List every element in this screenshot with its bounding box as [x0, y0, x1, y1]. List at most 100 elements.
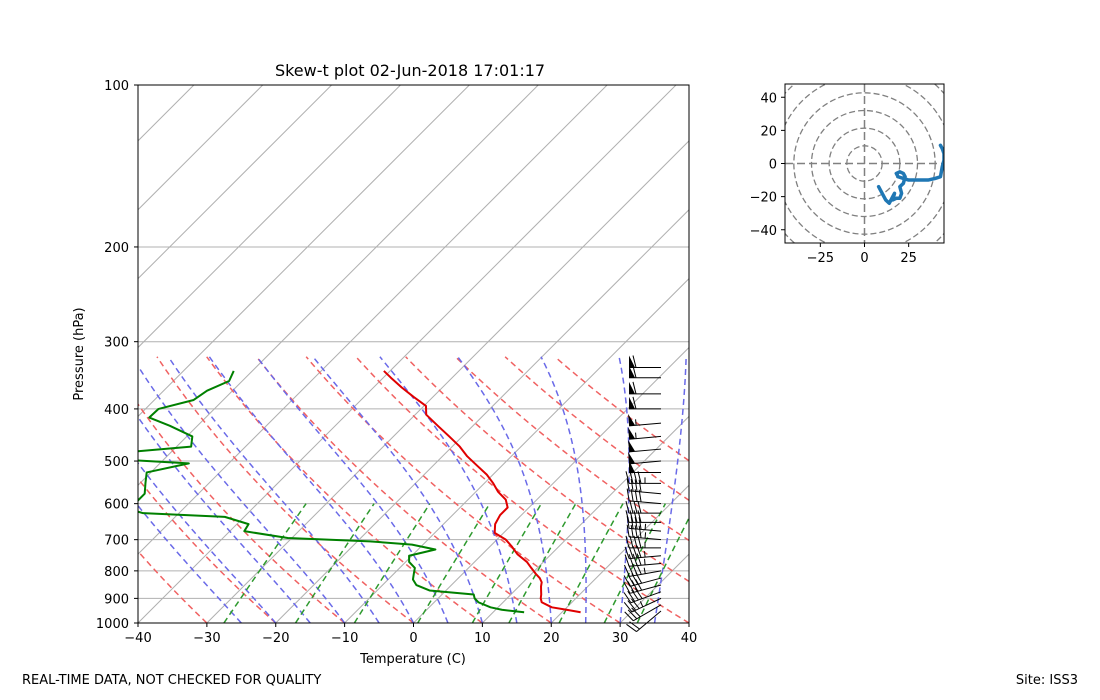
dry-adiabat	[504, 356, 689, 502]
moist-adiabat	[208, 356, 415, 623]
hodograph-wind-line	[876, 143, 944, 205]
wind-barb	[625, 501, 661, 514]
wind-barb	[625, 535, 661, 549]
hodograph-y-ticks: 40 20 0 −20 −40	[750, 91, 785, 239]
dry-adiabat	[138, 477, 277, 623]
moist-adiabats	[138, 356, 687, 623]
moist-adiabat	[312, 356, 484, 623]
wind-barb	[625, 471, 661, 484]
hodograph-x-tick-label: −25	[807, 251, 834, 266]
hodograph-panel: −25 0 25 40 20 0 −20 −40	[750, 83, 945, 266]
dry-adiabat	[206, 356, 483, 623]
x-tick-label: 40	[681, 631, 698, 646]
isotherm-line	[344, 277, 689, 623]
dry-adiabat	[305, 356, 621, 623]
hodograph-y-tick-label: 0	[769, 158, 777, 173]
wind-barb	[625, 510, 661, 523]
mixing-ratio-line	[471, 503, 542, 623]
y-tick-label: 400	[104, 403, 129, 418]
wind-barb	[623, 597, 662, 613]
skewt-panel: −40 −30 −20 −10 0 10 20 30 40 100 200 300 400 500 600…	[0, 61, 697, 667]
x-tick-label: 20	[543, 631, 560, 646]
chart-title: Skew-t plot 02-Jun-2018 17:01:17	[275, 61, 545, 80]
temperature-series	[383, 370, 581, 614]
y-tick-label: 300	[104, 336, 129, 351]
isotherm-line	[138, 85, 539, 486]
x-tick-label: −30	[193, 631, 220, 646]
isotherm-line	[138, 85, 677, 623]
hodograph-crosshair	[785, 84, 944, 243]
isotherm-line	[138, 85, 470, 418]
wind-barb	[623, 588, 662, 604]
x-tick-label: 30	[612, 631, 629, 646]
isotherm-gridlines	[0, 85, 689, 623]
dry-adiabat	[355, 356, 689, 623]
isotherm-line	[138, 85, 401, 349]
hodograph-y-tick-label: −40	[750, 224, 777, 239]
x-tick-label: 0	[409, 631, 417, 646]
moist-adiabat	[138, 461, 277, 623]
isotherm-line	[138, 85, 264, 211]
temperature-profile	[383, 370, 581, 614]
isotherm-line	[0, 85, 56, 623]
dry-adiabats	[138, 356, 689, 623]
hodograph-y-tick-label: −20	[750, 191, 777, 206]
x-tick-label: −40	[124, 631, 151, 646]
isotherm-line	[482, 415, 689, 623]
y-tick-label: 800	[104, 565, 129, 580]
mixing-ratio-line	[294, 503, 375, 623]
dry-adiabat	[255, 356, 552, 623]
y-axis-ticks: 100 200 300 400 500 600 700 800 900 1000	[96, 79, 138, 632]
site-label: Site: ISS3	[1015, 673, 1078, 688]
moist-adiabat	[167, 356, 380, 623]
wind-barb	[628, 427, 662, 440]
moist-adiabat	[379, 356, 518, 623]
y-tick-label: 100	[104, 79, 129, 94]
wind-barb	[624, 604, 662, 622]
wind-barb	[629, 396, 661, 410]
wind-barb	[624, 553, 662, 567]
moist-adiabat	[138, 364, 346, 623]
x-tick-label: −20	[262, 631, 289, 646]
mixing-ratio-line	[417, 503, 491, 623]
wind-barb	[629, 355, 661, 368]
dry-adiabat	[405, 356, 689, 583]
mixing-ratio-line	[353, 503, 431, 623]
hodograph-y-tick-label: 40	[760, 91, 777, 106]
x-axis-ticks: −40 −30 −20 −10 0 10 20 30 40	[124, 623, 697, 646]
y-tick-label: 1000	[96, 617, 129, 632]
moist-adiabat	[138, 504, 242, 623]
wind-barb	[629, 381, 661, 395]
dry-adiabat	[138, 550, 208, 623]
dry-adiabat	[138, 402, 346, 623]
y-tick-label: 900	[104, 592, 129, 607]
wind-barb	[628, 439, 662, 453]
x-tick-label: −10	[331, 631, 358, 646]
wind-barb	[628, 451, 662, 465]
dewpoint-series	[138, 370, 525, 614]
dewpoint-profile	[138, 370, 525, 614]
wind-barb	[626, 524, 662, 541]
y-tick-label: 200	[104, 241, 129, 256]
mixing-ratio-line	[223, 503, 307, 623]
isotherm-line	[138, 85, 608, 555]
wind-barbs	[623, 355, 662, 632]
hodograph-x-ticks: −25 0 25	[807, 243, 917, 266]
skewt-plot-background	[138, 85, 689, 623]
isotherm-line	[413, 346, 689, 623]
moist-adiabat	[256, 356, 449, 623]
dry-adiabat	[454, 356, 689, 542]
hodograph-x-tick-label: 25	[900, 251, 917, 266]
mixing-ratio-lines	[223, 503, 689, 623]
hodograph-y-tick-label: 20	[760, 124, 777, 139]
quality-disclaimer: REAL-TIME DATA, NOT CHECKED FOR QUALITY	[22, 673, 322, 688]
isotherm-line	[275, 209, 689, 623]
wind-barb	[626, 478, 662, 495]
wind-barb	[628, 413, 662, 427]
isotherm-line	[550, 484, 689, 623]
x-tick-label: 10	[474, 631, 491, 646]
hodograph-x-tick-label: 0	[860, 251, 868, 266]
dry-adiabat	[156, 356, 414, 623]
moist-adiabat	[618, 356, 630, 623]
